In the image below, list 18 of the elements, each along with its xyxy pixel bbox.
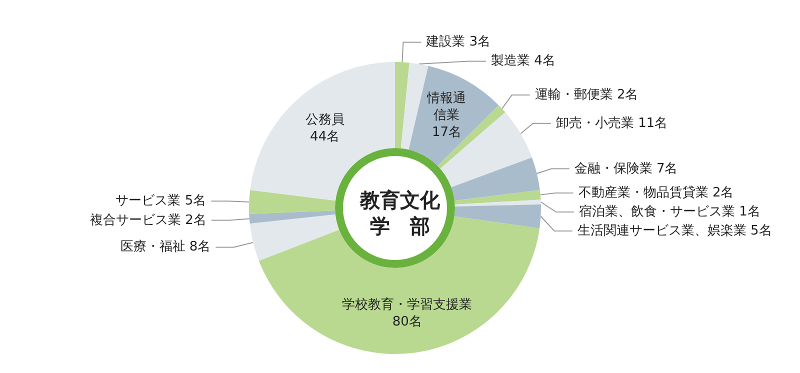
slice-label: 情報通信業 [426,90,466,123]
slice-label: 製造業 4名 [491,54,556,69]
slice-label: 複合サービス業 2名 [90,212,206,228]
slice-label: 医療・福祉 8名 [120,240,211,255]
slice-label: 金融・保険業 7名 [574,161,678,176]
slice-label: 運輸・郵便業 2名 [534,88,638,103]
data-label: 80名 [392,314,422,330]
data-label: 17名 [432,124,462,140]
slice-label: 公務員 [305,112,344,128]
slice-label: サービス業 5名 [116,194,206,209]
slice-label: 卸売・小売業 11名 [556,116,668,131]
text: 教育文化学 部 [359,188,441,238]
slice-label: 学校教育・学習支援業 [342,296,472,312]
slice-label: 宿泊業、飲食・サービス業 1名 [578,204,760,220]
data-label: 44名 [310,130,340,145]
slice-label: 不動産業・物品賃貸業 2名 [578,184,734,201]
slice-label: 建設業 3名 [425,34,491,50]
slice-label: 生活関連サービス業、娯楽業 5名 [577,224,772,239]
